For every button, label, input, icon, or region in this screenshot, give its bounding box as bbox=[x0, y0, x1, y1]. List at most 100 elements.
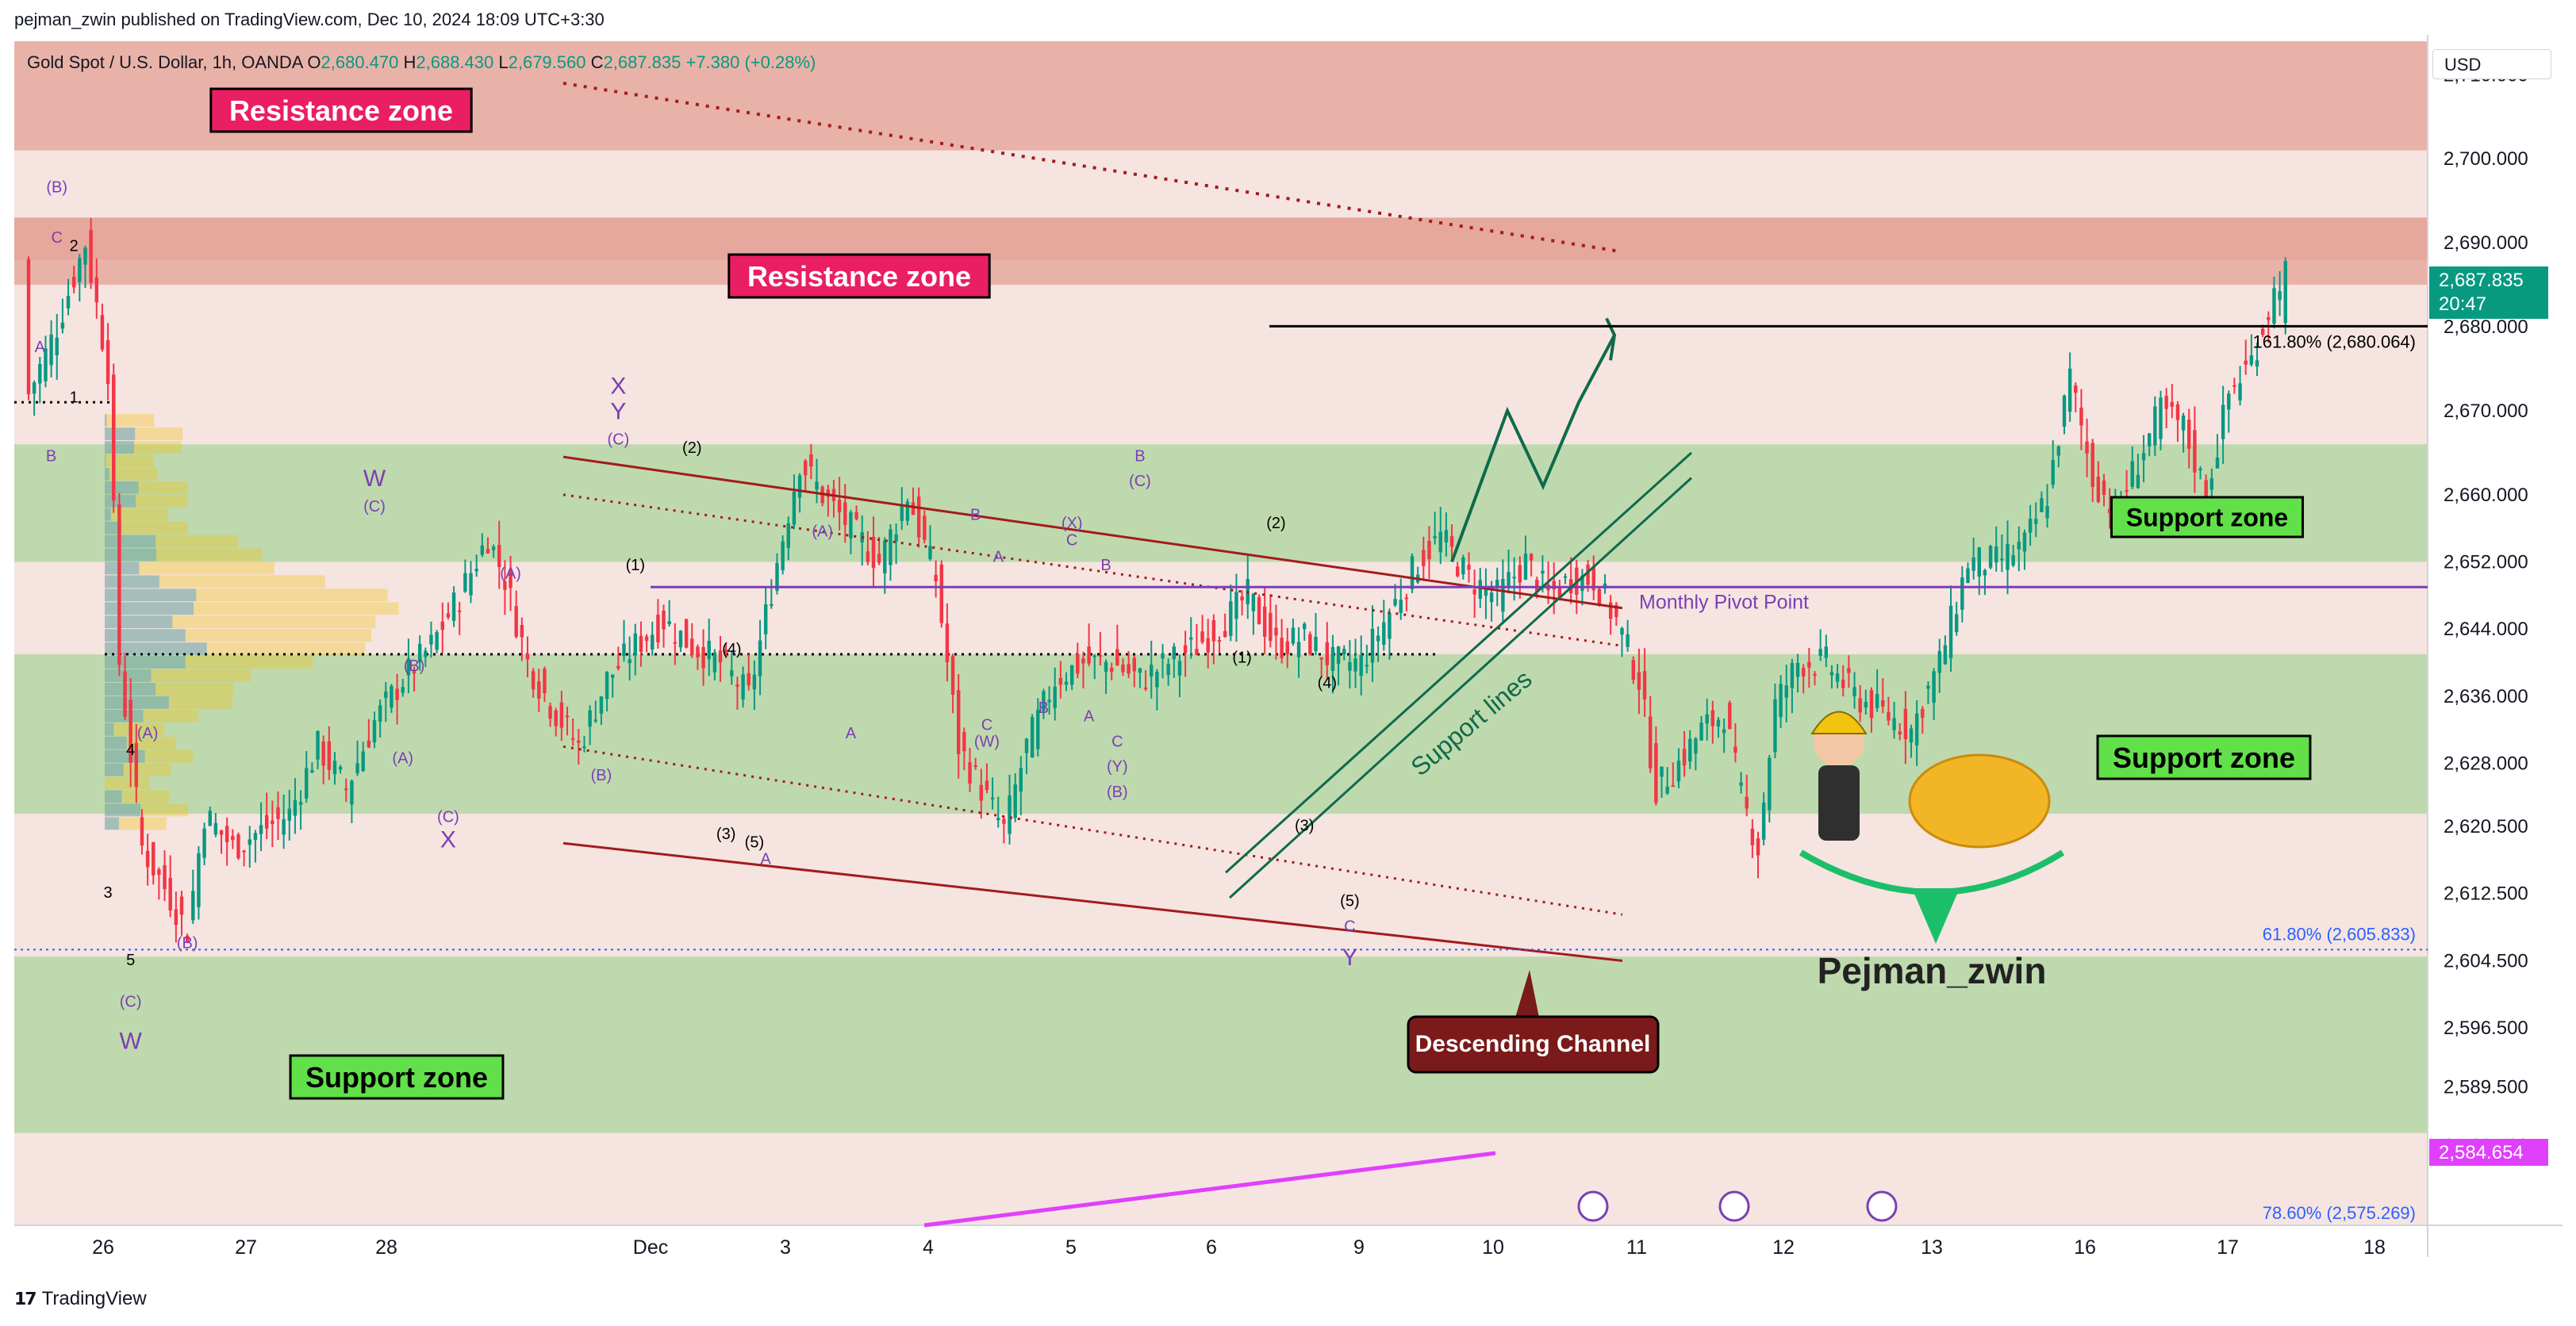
wave-label: C bbox=[1344, 918, 1355, 935]
candle-body bbox=[355, 763, 359, 774]
candle-body bbox=[1864, 702, 1868, 708]
candle bbox=[837, 477, 842, 531]
candle-body bbox=[1784, 685, 1788, 698]
candle-body bbox=[1739, 782, 1743, 786]
candle-body bbox=[570, 738, 575, 740]
candle bbox=[786, 516, 790, 561]
candle bbox=[1109, 662, 1114, 680]
volume-profile-bar bbox=[105, 602, 399, 615]
volume-profile-bar bbox=[105, 588, 197, 602]
candle-body bbox=[1637, 672, 1641, 690]
candle bbox=[2056, 445, 2061, 468]
candle-body bbox=[163, 864, 167, 890]
candle-body bbox=[1132, 657, 1137, 672]
candle-body bbox=[1694, 738, 1698, 754]
candle bbox=[1047, 686, 1051, 715]
candle-body bbox=[1586, 565, 1590, 585]
candle bbox=[1614, 602, 1618, 627]
channel-upper-line bbox=[562, 455, 1623, 610]
candle-body bbox=[1189, 637, 1193, 640]
candle-body bbox=[2232, 385, 2236, 387]
candle-body bbox=[1211, 620, 1216, 642]
candle bbox=[1756, 831, 1760, 879]
candle bbox=[1076, 642, 1080, 679]
candle-body bbox=[1926, 685, 1930, 689]
countdown-label: 20:47 bbox=[2439, 293, 2486, 315]
candle bbox=[89, 217, 93, 289]
candle bbox=[1433, 512, 1437, 545]
candle bbox=[1291, 618, 1296, 646]
candle bbox=[962, 727, 966, 771]
price-tick-label: 2,690.000 bbox=[2444, 232, 2528, 254]
candle-body bbox=[1013, 784, 1017, 818]
candle-body bbox=[877, 554, 881, 563]
candle-body bbox=[1501, 578, 1505, 612]
candle bbox=[372, 711, 377, 749]
candle-body bbox=[2215, 458, 2220, 469]
currency-selector[interactable]: USD bbox=[2432, 49, 2551, 79]
candle bbox=[1223, 613, 1227, 638]
miner-body-icon bbox=[1818, 765, 1860, 841]
candle-body bbox=[2181, 415, 2186, 431]
candle-body bbox=[480, 545, 485, 555]
candle-body bbox=[1914, 713, 1919, 745]
candle-body bbox=[1195, 649, 1199, 655]
candle-body bbox=[1064, 681, 1069, 685]
candle-body bbox=[282, 818, 286, 835]
candle bbox=[1847, 655, 1851, 688]
volume-profile-bar bbox=[105, 535, 156, 548]
wave-label: 3 bbox=[104, 884, 113, 902]
candle-body bbox=[707, 641, 711, 660]
legend-part: +7.380 (+0.28%) bbox=[685, 52, 816, 72]
candle-body bbox=[1342, 649, 1346, 654]
candle bbox=[491, 544, 496, 558]
volume-profile-bar bbox=[105, 441, 182, 454]
candle-body bbox=[2136, 474, 2140, 489]
candle bbox=[883, 537, 887, 594]
volume-profile-bar bbox=[105, 629, 186, 642]
candle bbox=[956, 674, 961, 779]
candle-body bbox=[1495, 580, 1499, 588]
volume-profile-bar bbox=[105, 481, 139, 494]
candle bbox=[797, 473, 802, 513]
candle-body bbox=[2067, 368, 2072, 412]
candle-body bbox=[1024, 738, 1029, 753]
candle bbox=[1087, 623, 1091, 667]
candle-body bbox=[1943, 645, 1948, 665]
candle bbox=[1211, 614, 1216, 665]
candle-body bbox=[1069, 665, 1074, 685]
candle bbox=[327, 726, 332, 780]
time-tick-label: 28 bbox=[375, 1236, 397, 1259]
candle-body bbox=[197, 853, 201, 907]
price-tick-label: 2,700.000 bbox=[2444, 148, 2528, 170]
candle bbox=[1898, 722, 1902, 741]
candle-body bbox=[174, 909, 179, 926]
candle-body bbox=[390, 686, 394, 708]
price-tick-label: 2,660.000 bbox=[2444, 485, 2528, 506]
candle-body bbox=[1994, 546, 1998, 563]
candle bbox=[1994, 526, 1998, 572]
candle bbox=[1013, 773, 1017, 822]
candle bbox=[163, 850, 167, 902]
candle-body bbox=[996, 818, 1000, 821]
candle bbox=[1523, 535, 1528, 581]
candle-body bbox=[2045, 506, 2049, 519]
candle-body bbox=[605, 672, 609, 699]
candle bbox=[628, 636, 632, 681]
resistance-zone-label: Resistance zone bbox=[727, 253, 991, 299]
candle bbox=[355, 740, 359, 776]
candle-body bbox=[1869, 690, 1874, 719]
candle-body bbox=[1109, 667, 1114, 673]
volume-profile-bar bbox=[105, 736, 176, 749]
candle-body bbox=[1682, 749, 1687, 766]
candle-body bbox=[2051, 459, 2055, 485]
candle-body bbox=[673, 642, 678, 644]
candle bbox=[1472, 569, 1476, 619]
candle-body bbox=[628, 659, 632, 664]
wave-label: Y bbox=[1342, 945, 1357, 971]
volume-profile-bar bbox=[105, 817, 167, 830]
volume-profile-bar bbox=[105, 629, 371, 642]
candle-body bbox=[1143, 687, 1148, 689]
tradingview-brand[interactable]: 𝟭𝟳 TradingView bbox=[14, 1288, 147, 1310]
